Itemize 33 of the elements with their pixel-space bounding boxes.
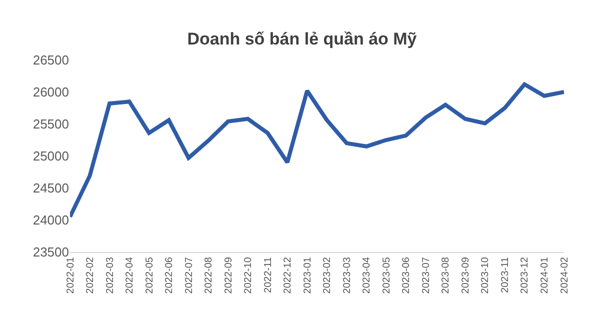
y-tick-label: 24000 [32,212,69,228]
x-tick-label: 2022-04 [124,256,136,294]
x-tick-label: 2022-06 [164,256,176,294]
x-tick-label: 2023-02 [322,256,334,294]
x-tick-label: 2022-12 [282,256,294,294]
x-tick-label: 2023-12 [520,256,531,294]
x-tick-label: 2023-07 [420,256,432,294]
x-tick-label: 2023-05 [381,256,392,294]
x-tick-label: 2024-01 [539,256,550,294]
x-tick-label: 2023-03 [342,256,353,294]
x-tick-label: 2023-11 [500,256,511,293]
y-tick-label: 25000 [32,148,69,164]
x-tick-label: 2023-04 [362,256,373,294]
x-tick-label: 2022-11 [262,256,274,293]
line-series [70,82,564,219]
y-tick-label: 26000 [32,84,69,100]
y-tick-label: 24500 [32,180,69,196]
x-tick-label: 2023-09 [460,256,472,294]
y-tick-label: 26500 [32,52,69,68]
x-tick-label: 2023-08 [440,256,452,294]
x-tick-label: 2023-06 [401,256,412,294]
x-tick-label: 2022-07 [184,256,195,294]
x-tick-label: 2023-10 [480,256,492,294]
x-tick-label: 2022-10 [243,256,254,294]
x-tick-label: 2022-08 [204,256,215,294]
y-tick-label: 25500 [32,116,69,132]
x-tick-label: 2022-09 [223,256,234,294]
x-tick-label: 2022-03 [104,256,116,294]
x-tick-label: 2024-02 [559,256,570,294]
x-tick-label: 2023-01 [302,256,314,294]
x-tick-label: 2022-05 [144,256,156,294]
x-tick-label: 2022-02 [85,256,96,294]
chart-title: Doanh số bán lẻ quần áo Mỹ [187,30,418,49]
